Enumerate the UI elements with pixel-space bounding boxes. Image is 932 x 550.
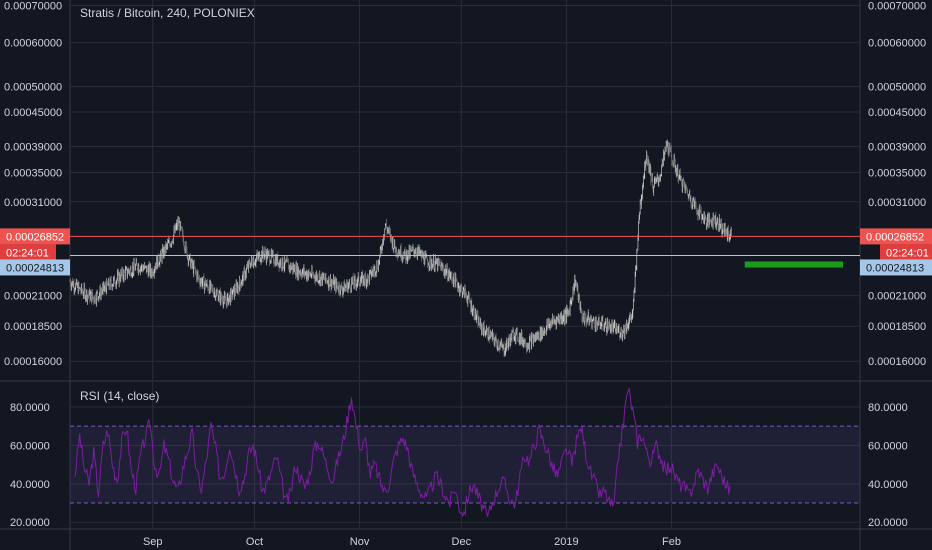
price-tick-label-left: 0.00031000 [4, 197, 62, 209]
time-tick-label: Nov [350, 536, 370, 548]
rsi-title: RSI (14, close) [80, 389, 159, 403]
rsi-tick-label-right: 40.0000 [868, 479, 908, 491]
price-tick-label-right: 0.00035000 [868, 168, 926, 180]
target-box [744, 261, 844, 268]
chart-title: Stratis / Bitcoin, 240, POLONIEX [80, 6, 255, 20]
rsi-tick-label-left: 20.0000 [10, 517, 50, 529]
level-price-tag-left-bg [0, 259, 70, 276]
price-tick-label-left: 0.00039000 [4, 141, 62, 153]
level-price-tag-right: 0.00024813 [866, 262, 924, 274]
rsi-band-fill [70, 426, 860, 504]
time-tick-label: Feb [662, 536, 681, 548]
price-tick-label-right: 0.00060000 [868, 38, 926, 50]
price-tick-label-left: 0.00050000 [4, 82, 62, 94]
last-price-tag-left-bg [0, 228, 70, 245]
price-tick-label-right: 0.00018500 [868, 321, 926, 333]
countdown-tag-left-bg [0, 244, 56, 261]
price-tick-label-left: 0.00060000 [4, 38, 62, 50]
price-tick-label-left: 0.00021000 [4, 291, 62, 303]
price-tick-label-right: 0.00039000 [868, 141, 926, 153]
rsi-tick-label-right: 80.0000 [868, 402, 908, 414]
price-tick-label-left: 0.00016000 [4, 356, 62, 368]
time-tick-label: Sep [143, 536, 163, 548]
axis-labels: 0.00070000 0.00070000 0.00060000 0.00060000… [4, 0, 926, 548]
time-tick-label: 2019 [554, 536, 578, 548]
time-tick-label: Oct [246, 536, 263, 548]
candlestick-series[interactable] [69, 139, 732, 357]
rsi-pane[interactable] [70, 387, 860, 518]
rsi-tick-label-left: 80.0000 [10, 402, 50, 414]
rsi-line[interactable] [74, 387, 731, 518]
last-price-tag-right: 0.00026852 [866, 231, 924, 243]
price-tick-label-right: 0.00070000 [868, 0, 926, 12]
rsi-tick-label-left: 40.0000 [10, 479, 50, 491]
last-price-tag-left: 0.00026852 [6, 231, 64, 243]
price-tick-label-right: 0.00045000 [868, 107, 926, 119]
price-tick-label-right: 0.00016000 [868, 356, 926, 368]
countdown-tag-left: 02:24:01 [6, 247, 49, 259]
price-tick-label-right: 0.00050000 [868, 82, 926, 94]
price-tick-label-left: 0.00045000 [4, 107, 62, 119]
countdown-tag-right: 02:24:01 [886, 247, 929, 259]
rsi-tick-label-left: 60.0000 [10, 440, 50, 452]
level-price-tag-left: 0.00024813 [6, 262, 64, 274]
price-tick-label-left: 0.00035000 [4, 168, 62, 180]
price-tick-label-left: 0.00070000 [4, 0, 62, 12]
price-tick-label-right: 0.00031000 [868, 197, 926, 209]
price-tick-label-right: 0.00021000 [868, 291, 926, 303]
rsi-tick-label-right: 60.0000 [868, 440, 908, 452]
countdown-tag-right-bg [880, 244, 932, 261]
level-price-tag-right-bg [860, 259, 932, 276]
overlay-layer: 0.00026852 0.00026852 02:24:01 02:24:01 0.00… [0, 228, 932, 276]
price-tick-label-left: 0.00018500 [4, 321, 62, 333]
last-price-tag-right-bg [860, 228, 932, 245]
time-tick-label: Dec [452, 536, 472, 548]
rsi-tick-label-right: 20.0000 [868, 517, 908, 529]
